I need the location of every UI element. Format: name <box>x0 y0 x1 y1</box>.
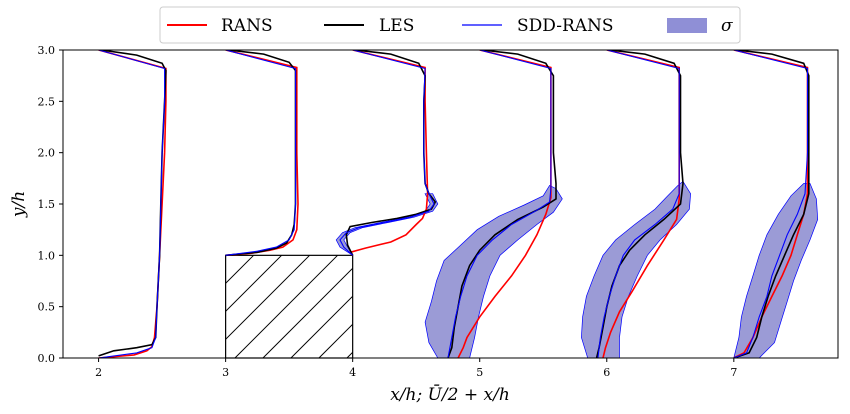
les-profile-1 <box>98 50 167 357</box>
x-ticks: 2 3 4 5 6 7 <box>95 358 737 379</box>
obstacle-hatch <box>225 255 353 358</box>
sdd-profile-6 <box>733 50 809 358</box>
legend-frame <box>159 6 741 44</box>
hatch-line <box>262 267 353 358</box>
x-axis-label: x/h; Ū/2 + x/h <box>390 384 510 405</box>
x-tick-label: 3 <box>222 366 229 379</box>
les-profile-3 <box>345 50 437 256</box>
rans-profile-2 <box>225 50 299 257</box>
sigma-bands <box>335 180 819 358</box>
y-tick-label: 0.5 <box>38 301 56 314</box>
hatch-line <box>225 255 226 257</box>
legend-label-les: LES <box>379 16 414 36</box>
x-tick-label: 4 <box>349 366 356 379</box>
obstacle-outline <box>225 254 354 359</box>
y-axis-label: y/h <box>9 191 29 218</box>
rans-profile-1 <box>98 50 167 358</box>
x-tick-label: 5 <box>476 366 483 379</box>
sdd-profile-1 <box>98 50 166 358</box>
rans-profile-3 <box>348 50 429 256</box>
les-profile-6 <box>733 50 810 358</box>
profile-lines <box>98 50 810 358</box>
hatch-line <box>225 255 310 341</box>
x-tick-label: 2 <box>95 366 102 379</box>
y-tick-label: 1.5 <box>38 198 56 211</box>
y-tick-label: 2.0 <box>38 147 56 160</box>
legend-swatch-sigma <box>667 18 707 33</box>
sigma-band-3 <box>335 193 439 256</box>
sdd-profile-2 <box>225 50 297 256</box>
sdd-profile-3 <box>339 50 435 256</box>
x-tick-label: 6 <box>603 366 610 379</box>
sdd-profile-4 <box>447 50 552 358</box>
hatch-line <box>234 255 338 358</box>
legend: RANS LES SDD-RANS σ <box>159 6 741 44</box>
y-tick-label: 1.0 <box>38 249 56 262</box>
x-tick-label: 7 <box>730 366 737 379</box>
les-profile-2 <box>225 50 297 257</box>
hatch-line <box>318 323 353 358</box>
legend-label-sigma: σ <box>721 16 733 36</box>
y-tick-label: 2.5 <box>38 95 56 108</box>
sigma-band-5 <box>581 180 691 358</box>
sdd-profile-5 <box>597 50 680 358</box>
legend-label-rans: RANS <box>221 16 273 36</box>
y-tick-label: 3.0 <box>38 44 56 57</box>
legend-label-sdd: SDD-RANS <box>517 16 614 36</box>
hatch-line <box>290 295 353 358</box>
sigma-band-4 <box>424 185 563 358</box>
hatch-line <box>225 255 282 313</box>
y-tick-label: 0.0 <box>38 352 56 365</box>
y-ticks: 0.0 0.5 1.0 1.5 2.0 2.5 3.0 <box>38 44 63 365</box>
hatch-line <box>225 255 254 285</box>
